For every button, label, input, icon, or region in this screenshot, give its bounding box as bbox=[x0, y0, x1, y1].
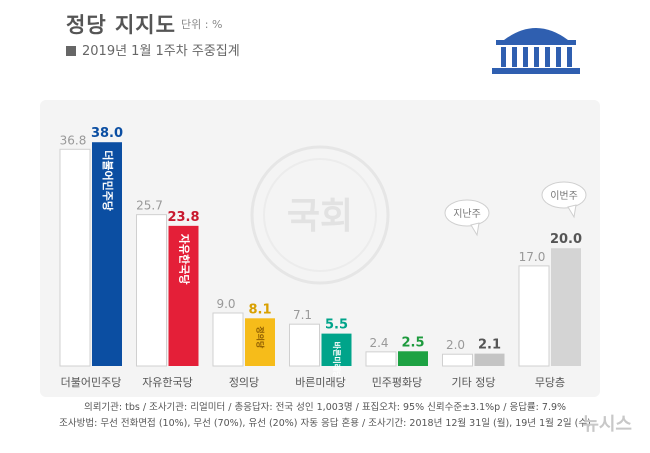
subtitle-text: 2019년 1월 1주차 주중집계 bbox=[82, 44, 240, 59]
value-label-prev-5: 2.0 bbox=[446, 338, 465, 352]
bar-prev-6 bbox=[518, 265, 550, 367]
category-label-5: 기타 정당 bbox=[452, 376, 496, 389]
category-label-0: 더불어민주당 bbox=[61, 376, 122, 389]
category-label-1: 자유한국당 bbox=[142, 376, 193, 389]
value-label-curr-1: 23.8 bbox=[167, 210, 199, 225]
value-label-curr-3: 5.5 bbox=[325, 318, 348, 333]
bar-curr-0 bbox=[92, 142, 122, 366]
bubble-prev-tail bbox=[470, 222, 480, 237]
bar-curr-5 bbox=[474, 353, 505, 366]
bubble-curr-shape bbox=[541, 181, 587, 209]
bubble-curr-tail bbox=[567, 204, 577, 219]
category-label-6: 무당층 bbox=[535, 376, 565, 389]
bar-text-2: 정의당 bbox=[256, 326, 266, 349]
bar-curr-1 bbox=[168, 225, 199, 366]
bar-prev-2 bbox=[212, 312, 244, 367]
bar-prev-5 bbox=[442, 353, 473, 367]
bar-prev-1 bbox=[136, 214, 167, 367]
value-label-curr-5: 2.1 bbox=[478, 338, 501, 353]
value-label-prev-6: 17.0 bbox=[519, 250, 546, 264]
bar-text-0: 더불어민주당 bbox=[101, 150, 115, 211]
assembly-seal-watermark: 국회 bbox=[250, 145, 390, 285]
bar-text-3: 바른미래당 bbox=[332, 342, 342, 379]
chart-subtitle: 2019년 1월 1주차 주중집계 bbox=[66, 40, 240, 59]
bar-text-1: 자유한국당 bbox=[178, 234, 192, 285]
bar-prev-0 bbox=[59, 148, 91, 367]
value-label-prev-0: 36.8 bbox=[60, 133, 87, 147]
bar-curr-6 bbox=[551, 248, 581, 366]
bar-chart: 국회 36.8 38.0더불어민주당더불어민주당25.723.8자유한국당자유한국… bbox=[59, 126, 587, 389]
national-assembly-icon bbox=[492, 28, 580, 74]
newsis-watermark: 뉴시스 bbox=[582, 414, 632, 435]
value-label-prev-1: 25.7 bbox=[136, 199, 163, 213]
bubble-prev-shape bbox=[444, 199, 490, 227]
bar-curr-2 bbox=[245, 318, 275, 366]
category-label-2: 정의당 bbox=[229, 376, 259, 389]
footer-line-1: 의뢰기관: tbs / 조사기관: 리얼미터 / 총응답자: 전국 성인 1,0… bbox=[83, 402, 567, 413]
bar-curr-4 bbox=[398, 351, 428, 366]
square-bullet-icon bbox=[66, 46, 76, 56]
chart-title: 정당 지지도 bbox=[66, 13, 176, 37]
watermark-text: 국회 bbox=[287, 196, 353, 237]
value-label-curr-2: 8.1 bbox=[248, 302, 271, 317]
bar-prev-3 bbox=[289, 323, 320, 367]
value-label-curr-4: 2.5 bbox=[401, 335, 424, 350]
footer: 의뢰기관: tbs / 조사기관: 리얼미터 / 총응답자: 전국 성인 1,0… bbox=[0, 400, 650, 432]
category-label-4: 민주평화당 bbox=[372, 376, 423, 389]
footer-line-2: 조사방법: 무선 전화면접 (10%), 무선 (70%), 유선 (20%) … bbox=[59, 418, 591, 429]
value-label-prev-3: 7.1 bbox=[293, 308, 312, 322]
header: 정당 지지도 단위 : % 2019년 1월 1주차 주중집계 bbox=[0, 0, 650, 98]
value-label-curr-6: 20.0 bbox=[550, 232, 582, 247]
category-label-3: 바른미래당 bbox=[295, 376, 346, 389]
value-label-prev-2: 9.0 bbox=[216, 297, 235, 311]
value-label-curr-0: 38.0 bbox=[91, 126, 123, 141]
bubble-prev-text: 지난주 bbox=[453, 208, 481, 220]
bar-curr-3 bbox=[321, 333, 352, 366]
bubble-curr-text: 이번주 bbox=[550, 190, 578, 202]
bar-prev-4 bbox=[365, 351, 397, 367]
value-label-prev-4: 2.4 bbox=[369, 336, 388, 350]
unit-label: 단위 : % bbox=[181, 18, 223, 31]
